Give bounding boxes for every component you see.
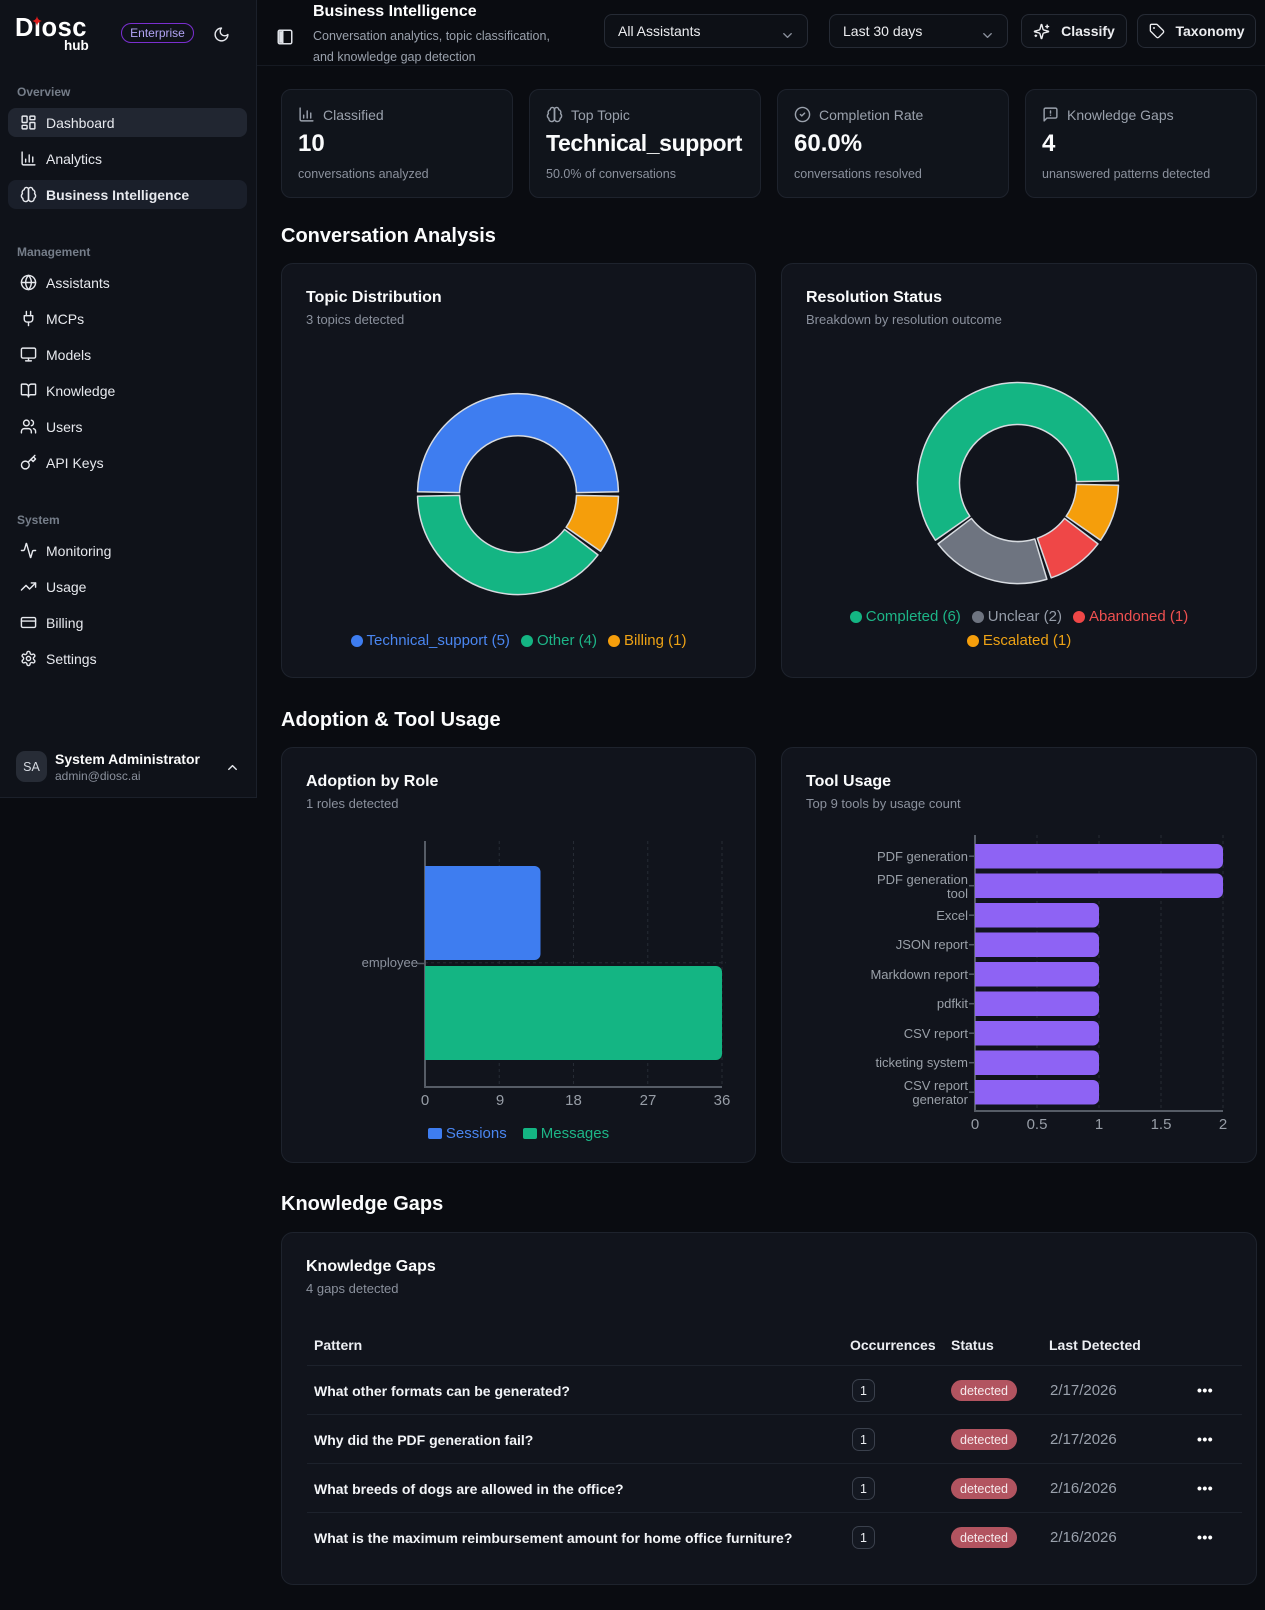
svg-text:Excel: Excel [936,908,968,923]
svg-text:0: 0 [971,1116,979,1133]
svg-text:36: 36 [714,1092,731,1109]
svg-text:PDF generation: PDF generation [877,849,968,864]
svg-text:2: 2 [1219,1116,1227,1133]
svg-text:Markdown report: Markdown report [870,967,968,982]
svg-text:ticketing system: ticketing system [876,1055,968,1070]
svg-text:18: 18 [565,1092,582,1109]
svg-text:1.5: 1.5 [1151,1116,1172,1133]
svg-text:0: 0 [421,1092,429,1109]
svg-text:employee: employee [362,955,418,970]
svg-text:generator: generator [912,1092,968,1107]
svg-text:JSON report: JSON report [896,937,969,952]
svg-text:9: 9 [496,1092,504,1109]
svg-text:tool: tool [947,886,968,901]
svg-text:0.5: 0.5 [1027,1116,1048,1133]
svg-text:27: 27 [640,1092,657,1109]
svg-text:CSV report: CSV report [904,1026,969,1041]
svg-text:CSV report: CSV report [904,1078,969,1093]
svg-text:1: 1 [1095,1116,1103,1133]
svg-text:pdfkit: pdfkit [937,996,968,1011]
svg-text:PDF generation: PDF generation [877,872,968,887]
